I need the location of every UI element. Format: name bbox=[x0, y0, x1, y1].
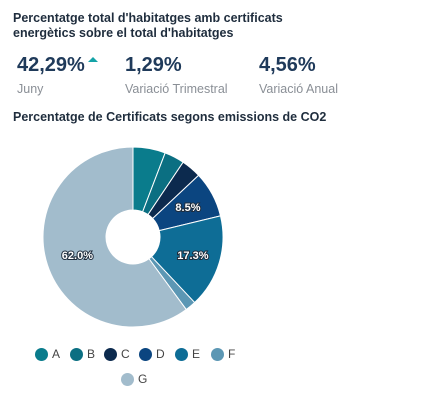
kpi-annual: 4,56% Variació Anual bbox=[259, 52, 338, 97]
data-label-g: 62.0% bbox=[62, 250, 93, 262]
legend-item-g[interactable]: G bbox=[121, 372, 147, 386]
kpi-percentage-value: 42,29% bbox=[17, 52, 98, 78]
data-label-e: 17.3% bbox=[177, 250, 208, 262]
kpi-quarterly-label: Variació Trimestral bbox=[125, 82, 228, 96]
legend-item-e[interactable]: E bbox=[175, 347, 200, 361]
pie-slice-e[interactable] bbox=[150, 215, 224, 304]
kpi-percentage-number: 42,29% bbox=[17, 54, 85, 76]
legend-item-a[interactable]: A bbox=[35, 347, 60, 361]
legend-item-f[interactable]: F bbox=[211, 347, 235, 361]
legend-label: F bbox=[228, 347, 236, 361]
legend-swatch-icon bbox=[35, 347, 48, 361]
trend-up-icon bbox=[87, 57, 98, 63]
legend-label: G bbox=[138, 372, 148, 386]
legend-label: C bbox=[121, 347, 130, 361]
page-title: Percentatge total d'habitatges amb certi… bbox=[13, 11, 283, 40]
legend-swatch-icon bbox=[70, 347, 83, 361]
kpi-quarterly-value: 1,29% bbox=[125, 54, 182, 76]
legend-swatch-icon bbox=[175, 347, 188, 361]
legend-label: B bbox=[87, 347, 96, 361]
pie-slice-g[interactable] bbox=[42, 146, 187, 328]
legend-swatch-icon bbox=[211, 347, 224, 361]
kpi-annual-label: Variació Anual bbox=[259, 82, 338, 96]
legend-item-d[interactable]: D bbox=[139, 347, 165, 361]
legend-swatch-icon bbox=[104, 347, 117, 361]
chart-title: Percentatge de Certificats segons emissi… bbox=[13, 110, 327, 124]
legend-label: E bbox=[192, 347, 201, 361]
legend-label: A bbox=[52, 347, 61, 361]
legend-item-b[interactable]: B bbox=[70, 347, 95, 361]
kpi-percentage: 42,29% Juny bbox=[17, 52, 98, 97]
legend-label: D bbox=[156, 347, 165, 361]
kpi-annual-value: 4,56% bbox=[259, 54, 316, 76]
legend-item-c[interactable]: C bbox=[104, 347, 130, 361]
kpi-quarterly: 1,29% Variació Trimestral bbox=[125, 52, 228, 97]
data-label-d: 8.5% bbox=[175, 202, 200, 214]
legend-swatch-icon bbox=[139, 347, 152, 361]
legend-swatch-icon bbox=[121, 372, 134, 386]
kpi-percentage-label: Juny bbox=[17, 82, 44, 96]
